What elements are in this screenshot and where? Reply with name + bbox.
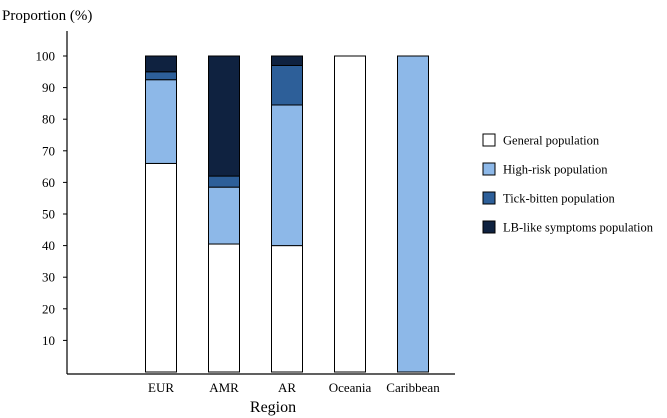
bar-segment-ar-1 [271, 104, 303, 247]
plot-area: 10 20 30 40 50 60 70 80 90 100 EUR AMR AR Oceania Cari… [36, 31, 455, 395]
y-tick-label: 10 [42, 333, 55, 348]
y-tick-label: 20 [42, 301, 55, 316]
bar-segment-amr-1 [208, 186, 240, 245]
bar-segment-eur-0 [145, 162, 177, 373]
legend-label: Tick-bitten population [503, 192, 615, 206]
bar-segment-amr-0 [208, 243, 240, 373]
y-axis-title: Proportion (%) [2, 8, 92, 24]
legend-swatch [482, 133, 496, 147]
bar-segment-amr-3 [208, 55, 240, 177]
legend-swatch [482, 220, 496, 234]
y-tick-label: 30 [42, 270, 55, 285]
y-tick-label: 90 [42, 80, 55, 95]
x-tick-label: AMR [209, 380, 239, 395]
legend-label: LB-like symptoms population [503, 221, 654, 235]
bar-segment-oceania-0 [334, 55, 366, 373]
x-tick-label: EUR [148, 380, 174, 395]
y-tick-label: 40 [42, 238, 55, 253]
legend-label: High-risk population [503, 163, 608, 177]
legend: General population High-risk population Ti… [482, 133, 654, 235]
bar-segment-ar-3 [271, 55, 303, 66]
y-tick-label: 80 [42, 112, 55, 127]
legend-label: General population [503, 134, 600, 148]
x-axis-title: Region [250, 399, 296, 416]
y-tick-label: 60 [42, 175, 55, 190]
y-tick-label: 70 [42, 143, 55, 158]
bar-segment-caribbean-1 [397, 55, 429, 373]
bar-segment-ar-0 [271, 245, 303, 373]
bar-segment-amr-2 [208, 175, 240, 188]
x-tick-label: AR [278, 380, 296, 395]
bar-segment-eur-1 [145, 79, 177, 164]
bar-segment-ar-2 [271, 64, 303, 106]
y-tick-label: 100 [36, 49, 56, 64]
y-tick-label: 50 [42, 207, 55, 222]
x-tick-label: Oceania [329, 380, 372, 395]
bar-segment-eur-2 [145, 71, 177, 81]
legend-swatch [482, 162, 496, 176]
x-tick-label: Caribbean [386, 380, 440, 395]
legend-swatch [482, 191, 496, 205]
bar-segment-eur-3 [145, 55, 177, 73]
